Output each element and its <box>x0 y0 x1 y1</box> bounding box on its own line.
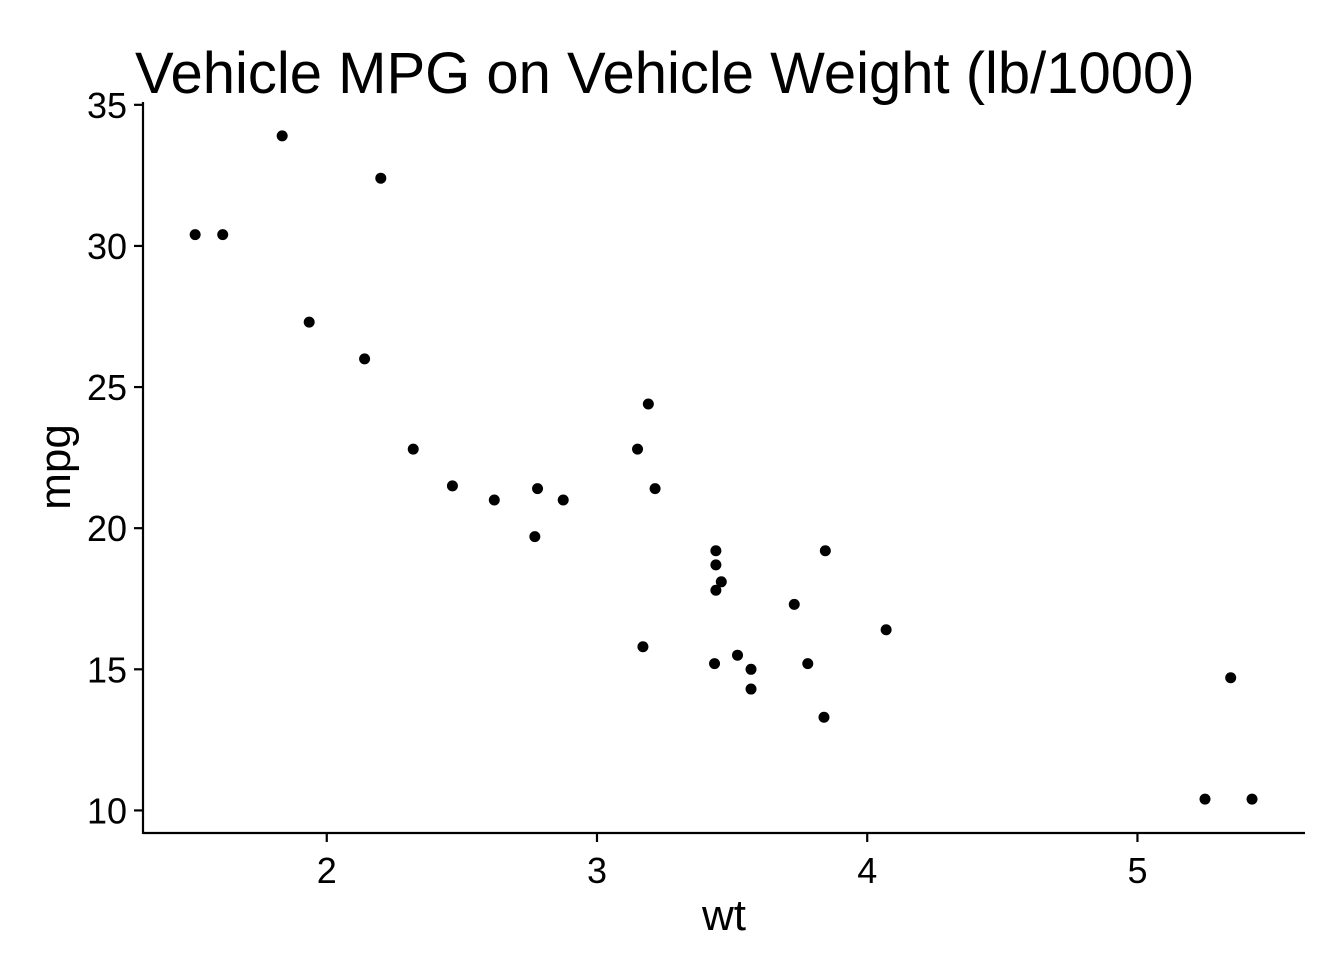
data-point <box>276 130 288 142</box>
y-axis-ticks: 10 15 20 25 30 35 <box>87 85 143 831</box>
chart-title: Vehicle MPG on Vehicle Weight (lb/1000) <box>135 41 1195 106</box>
data-point <box>788 598 800 610</box>
data-point <box>1246 793 1258 805</box>
data-point <box>819 545 831 557</box>
y-tick-label: 15 <box>87 649 127 690</box>
data-point <box>818 711 830 723</box>
x-axis-ticks: 2 3 4 5 <box>317 833 1147 891</box>
data-point <box>1225 672 1237 684</box>
y-tick-label: 20 <box>87 508 127 549</box>
data-point <box>359 353 371 365</box>
data-point <box>745 683 757 695</box>
y-tick-label: 35 <box>87 85 127 126</box>
data-point <box>710 559 722 571</box>
data-point <box>217 229 229 241</box>
y-axis-label: mpg <box>31 424 80 510</box>
data-point <box>632 443 644 455</box>
data-point <box>880 624 892 636</box>
y-tick-label: 25 <box>87 367 127 408</box>
data-point <box>745 663 757 675</box>
data-point <box>715 576 727 588</box>
data-point <box>375 172 387 184</box>
x-axis-label: wt <box>701 891 746 940</box>
data-point <box>642 398 654 410</box>
x-tick-label: 5 <box>1127 850 1147 891</box>
data-point <box>557 494 569 506</box>
x-tick-label: 2 <box>317 850 337 891</box>
data-point <box>1199 793 1211 805</box>
y-tick-label: 30 <box>87 226 127 267</box>
data-point <box>802 658 814 670</box>
data-point <box>637 641 649 653</box>
data-point <box>710 545 722 557</box>
data-point <box>532 483 544 495</box>
data-point <box>303 316 315 328</box>
data-point <box>189 229 201 241</box>
data-point <box>709 658 721 670</box>
data-point <box>529 531 541 543</box>
x-tick-label: 3 <box>587 850 607 891</box>
data-point <box>649 483 661 495</box>
data-point <box>488 494 500 506</box>
x-tick-label: 4 <box>857 850 877 891</box>
data-point <box>407 443 419 455</box>
points-layer <box>189 130 1258 805</box>
data-point <box>446 480 458 492</box>
data-point <box>710 584 722 596</box>
y-tick-label: 10 <box>87 790 127 831</box>
data-point <box>732 649 744 661</box>
